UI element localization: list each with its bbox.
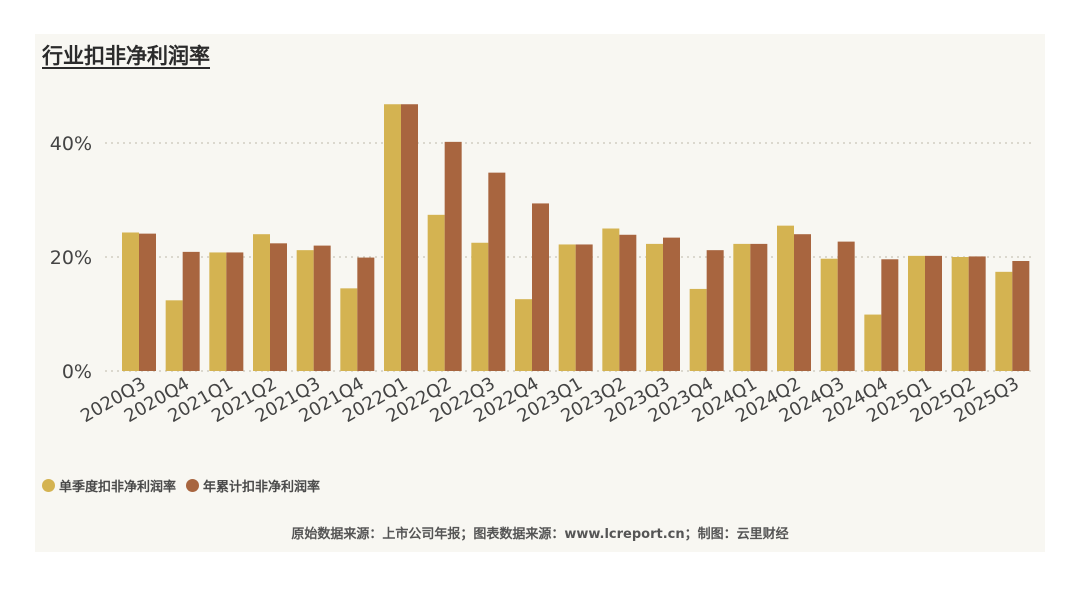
bar-cumulative <box>532 203 549 371</box>
bar-cumulative <box>139 233 156 371</box>
data-source-note: 原始数据来源：上市公司年报；图表数据来源：www.lcreport.cn；制图：… <box>291 527 789 542</box>
legend-label-single-quarter: 单季度扣非净利润率 <box>59 480 177 495</box>
bar-single-quarter <box>253 234 270 371</box>
legend-swatch-single-quarter <box>42 479 55 492</box>
bar-single-quarter <box>689 288 707 371</box>
bar-cumulative <box>968 256 986 371</box>
y-tick-label: 20% <box>50 247 92 269</box>
bar-cumulative <box>706 250 724 371</box>
legend-item-cumulative: 年累计扣非净利润率 <box>186 476 320 495</box>
bar-single-quarter <box>122 232 139 371</box>
chart-legend: 单季度扣非净利润率 年累计扣非净利润率 <box>42 476 330 495</box>
y-tick-label: 0% <box>62 361 92 383</box>
bar-single-quarter <box>864 314 882 371</box>
bar-single-quarter <box>646 243 663 371</box>
bar-cumulative <box>226 252 244 371</box>
bar-cumulative <box>357 257 375 371</box>
bar-cumulative <box>182 251 200 371</box>
bar-single-quarter <box>602 228 620 371</box>
bar-single-quarter <box>733 243 751 371</box>
chart-title: 行业扣非净利润率 <box>42 44 210 68</box>
bar-single-quarter <box>820 258 838 371</box>
bar-cumulative <box>401 104 418 372</box>
bar-cumulative <box>619 234 637 371</box>
bar-cumulative <box>1012 260 1030 371</box>
bar-cumulative <box>313 245 331 371</box>
bar-single-quarter <box>951 257 969 371</box>
bar-single-quarter <box>558 244 576 371</box>
legend-swatch-cumulative <box>186 479 200 492</box>
bar-cumulative <box>270 243 287 371</box>
bar-single-quarter <box>384 104 401 372</box>
bar-cumulative <box>444 141 462 371</box>
bar-cumulative <box>794 234 811 371</box>
bar-single-quarter <box>908 255 925 371</box>
bar-single-quarter <box>777 225 794 371</box>
bar-cumulative <box>663 237 680 371</box>
bar-single-quarter <box>209 252 227 371</box>
bar-cumulative <box>750 243 768 371</box>
bar-cumulative <box>575 244 593 371</box>
bar-single-quarter <box>296 250 314 371</box>
bar-single-quarter <box>427 214 445 371</box>
legend-item-single-quarter: 单季度扣非净利润率 <box>42 476 176 495</box>
legend-label-cumulative: 年累计扣非净利润率 <box>203 480 321 495</box>
bar-single-quarter <box>515 299 532 371</box>
bar-cumulative <box>488 172 506 371</box>
y-tick-label: 40% <box>50 133 92 155</box>
bar-single-quarter <box>995 271 1013 371</box>
bar-cumulative <box>925 255 942 371</box>
bar-single-quarter <box>340 288 358 371</box>
bar-cumulative <box>837 241 855 371</box>
bar-single-quarter <box>165 300 183 371</box>
bar-cumulative <box>881 259 899 371</box>
bar-chart: 0%20%40%2020Q32020Q42021Q12021Q22021Q320… <box>50 104 1032 427</box>
bar-single-quarter <box>471 242 489 371</box>
